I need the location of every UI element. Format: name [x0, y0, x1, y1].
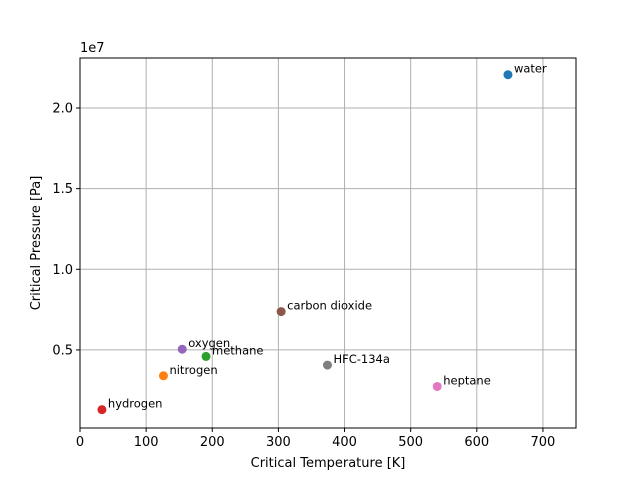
point-water [503, 70, 513, 80]
point-label: nitrogen [169, 363, 217, 377]
x-axis-ticks: 0 100 200 300 400 500 600 700 [76, 428, 555, 450]
y-axis-ticks: 0.5 1.0 1.5 2.0 [52, 102, 80, 358]
point-nitrogen [158, 371, 168, 381]
data-points: water nitrogen methane hydrogen oxygen carbon… [97, 62, 547, 415]
point-hydrogen [97, 405, 107, 415]
point-carbon-dioxide [276, 307, 286, 317]
x-tick-label: 600 [464, 435, 489, 450]
point-hfc-134a [322, 360, 332, 370]
x-axis-label: Critical Temperature [K] [251, 456, 406, 471]
y-tick-label: 2.0 [52, 102, 73, 117]
point-methane [201, 351, 211, 361]
x-tick-label: 500 [398, 435, 423, 450]
y-offset-label: 1e7 [80, 41, 105, 56]
y-tick-label: 0.5 [52, 343, 73, 358]
point-oxygen [177, 344, 187, 354]
point-label: heptane [443, 373, 491, 387]
x-tick-label: 0 [76, 435, 84, 450]
point-label: water [514, 62, 547, 76]
point-heptane [432, 381, 442, 391]
point-label: hydrogen [108, 397, 163, 411]
point-label: HFC-134a [333, 352, 389, 366]
y-tick-label: 1.0 [52, 263, 73, 278]
x-tick-label: 100 [134, 435, 159, 450]
grid [79, 58, 576, 428]
point-label: carbon dioxide [287, 299, 372, 313]
x-tick-label: 300 [266, 435, 291, 450]
axes-frame [79, 57, 577, 429]
y-tick-label: 1.5 [52, 182, 73, 197]
x-tick-label: 400 [332, 435, 357, 450]
point-label: oxygen [188, 336, 230, 350]
point-label: methane [212, 343, 264, 357]
x-tick-label: 700 [531, 435, 556, 450]
y-axis-label: Critical Pressure [Pa] [29, 176, 44, 311]
x-tick-label: 200 [200, 435, 225, 450]
